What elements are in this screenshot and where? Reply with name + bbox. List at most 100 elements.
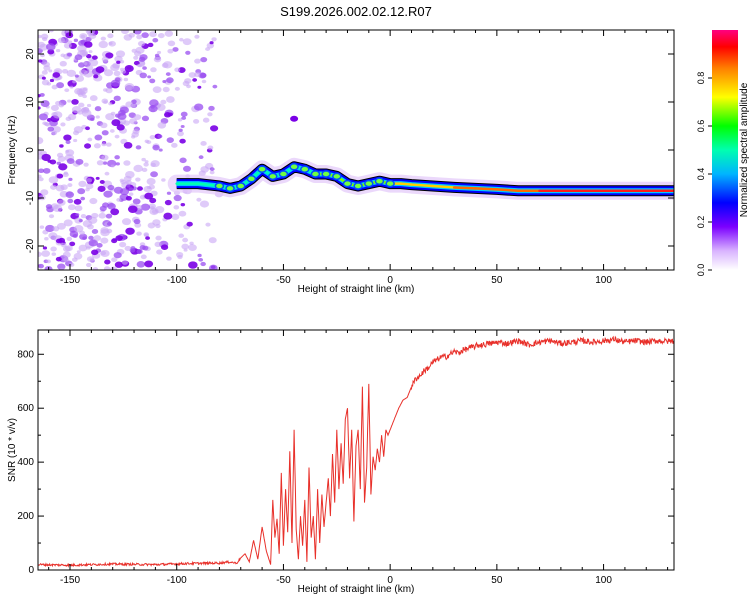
- trace-clump: [342, 179, 353, 188]
- noise-dot: [72, 80, 77, 84]
- noise-dot: [45, 259, 51, 264]
- noise-dot: [126, 184, 131, 188]
- noise-dot: [66, 236, 73, 241]
- noise-dot: [182, 80, 190, 87]
- noise-dot: [38, 177, 44, 182]
- noise-dot: [101, 56, 109, 62]
- noise-dot: [104, 171, 110, 176]
- noise-dot: [113, 70, 121, 77]
- noise-dot: [180, 111, 188, 117]
- noise-dot: [181, 243, 189, 250]
- noise-dot: [154, 241, 162, 248]
- noise-dot: [69, 85, 74, 89]
- noise-dot: [45, 204, 53, 210]
- noise-dot: [89, 197, 98, 205]
- noise-dot: [182, 237, 189, 243]
- trace-clump: [236, 182, 246, 190]
- noise-dot: [95, 115, 100, 119]
- noise-dot: [97, 185, 106, 192]
- noise-dot: [183, 248, 188, 252]
- noise-dot: [162, 79, 167, 84]
- noise-dot: [105, 52, 114, 59]
- noise-dot: [39, 225, 45, 229]
- colorbar-gradient: [712, 30, 738, 270]
- noise-dot: [125, 227, 135, 235]
- noise-dot: [38, 113, 48, 121]
- noise-dot: [211, 37, 217, 42]
- noise-dot: [133, 55, 139, 60]
- noise-dot: [56, 222, 66, 230]
- noise-dot: [74, 87, 83, 95]
- noise-dot: [59, 60, 67, 67]
- noise-dot: [155, 235, 162, 241]
- noise-dot: [162, 61, 173, 69]
- noise-dot: [194, 34, 200, 39]
- noise-dot: [106, 221, 113, 226]
- noise-dot: [41, 250, 51, 257]
- noise-dot: [160, 99, 167, 105]
- noise-dot: [150, 171, 158, 178]
- colorbar-tick-label: 0.6: [696, 120, 706, 133]
- noise-dot: [79, 230, 85, 236]
- spectrogram-xtick-label: -50: [276, 275, 291, 286]
- noise-dot: [119, 241, 127, 248]
- noise-dot: [209, 167, 215, 171]
- trace-clump: [321, 170, 331, 178]
- noise-dot: [55, 256, 62, 262]
- trace-clump: [374, 177, 385, 185]
- noise-dot: [144, 192, 154, 200]
- noise-dot: [130, 135, 136, 139]
- noise-dot: [88, 59, 99, 67]
- noise-dot: [56, 173, 64, 179]
- noise-dot: [39, 92, 45, 97]
- snr-xtick-label: 0: [387, 575, 393, 586]
- noise-dot: [63, 257, 69, 262]
- noise-dot: [67, 99, 72, 103]
- noise-dot: [149, 197, 157, 204]
- noise-dot: [38, 34, 42, 39]
- noise-dot: [85, 178, 93, 183]
- noise-dot: [48, 69, 53, 73]
- noise-dot: [152, 86, 162, 94]
- noise-dot: [86, 262, 92, 268]
- noise-dot: [178, 67, 186, 73]
- noise-dot: [141, 157, 146, 162]
- noise-dot: [100, 36, 106, 41]
- noise-dot: [96, 242, 103, 248]
- noise-dot: [202, 117, 210, 123]
- noise-dot: [98, 40, 108, 49]
- trace-clump: [300, 165, 310, 173]
- noise-dot: [64, 245, 73, 252]
- noise-dot: [158, 148, 163, 152]
- noise-dot: [166, 77, 174, 84]
- noise-dot: [47, 126, 55, 132]
- noise-dot: [207, 112, 213, 117]
- noise-dot: [51, 84, 58, 90]
- noise-dot: [47, 159, 52, 163]
- noise-dot: [95, 66, 105, 73]
- trace-clump: [289, 163, 299, 171]
- noise-dot: [125, 170, 135, 179]
- noise-dot: [93, 235, 102, 241]
- noise-dot: [83, 162, 89, 167]
- noise-dot: [138, 56, 146, 62]
- noise-dot: [157, 32, 165, 39]
- snr-ytick-label: 0: [28, 565, 34, 576]
- noise-dot: [123, 160, 131, 166]
- noise-dot: [149, 207, 159, 216]
- snr-ytick-label: 200: [17, 511, 34, 522]
- noise-dot: [65, 32, 74, 39]
- snr-xtick-label: -50: [276, 575, 291, 586]
- noise-dot: [82, 220, 93, 228]
- noise-dot: [108, 40, 116, 47]
- noise-dot: [81, 109, 92, 117]
- noise-dot: [119, 188, 130, 196]
- noise-dot: [38, 168, 45, 174]
- noise-dot: [83, 61, 88, 66]
- noise-dot: [57, 199, 66, 206]
- noise-dot: [149, 99, 159, 107]
- noise-dot: [173, 205, 180, 210]
- noise-dot: [38, 41, 46, 48]
- noise-dot: [121, 30, 129, 35]
